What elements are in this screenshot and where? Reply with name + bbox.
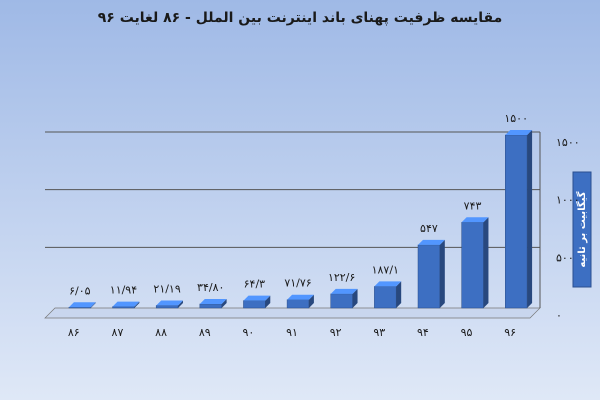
bar bbox=[330, 293, 353, 309]
value-label: ۱۲۲/۶ bbox=[328, 271, 355, 284]
bar-top bbox=[505, 130, 533, 135]
bar bbox=[155, 305, 179, 309]
x-tick-label: ۸۷ bbox=[112, 326, 124, 339]
x-tick-label: ۸۸ bbox=[155, 326, 167, 339]
bar-top bbox=[461, 217, 489, 223]
bar-top bbox=[418, 239, 445, 245]
bar-top bbox=[287, 294, 314, 300]
bar-side bbox=[308, 294, 314, 308]
bar-side bbox=[134, 301, 140, 308]
bar-top bbox=[330, 288, 358, 294]
y-tick-label: ۵۰۰ bbox=[556, 251, 574, 264]
bar-side bbox=[439, 239, 445, 308]
x-tick-label: ۸۶ bbox=[68, 326, 80, 339]
bar bbox=[243, 300, 266, 309]
bar-top bbox=[112, 301, 140, 307]
bar bbox=[374, 286, 397, 309]
bar bbox=[112, 306, 135, 309]
y-tick-label: ۰ bbox=[556, 309, 562, 322]
y-axis-label: گیگابیت بر ثانیه bbox=[575, 191, 588, 267]
bar bbox=[461, 222, 484, 309]
chart-title: مقایسه ظرفیت پهنای باند اینترنت بین المل… bbox=[98, 10, 503, 26]
x-tick-label: ۹۱ bbox=[286, 326, 298, 339]
value-label: ۱۸۷/۱ bbox=[372, 263, 399, 276]
value-label: ۵۴۷ bbox=[420, 222, 438, 235]
bar-top bbox=[68, 302, 96, 308]
bar-side bbox=[178, 300, 183, 308]
floor bbox=[44, 307, 541, 319]
value-label: ۷۴۳ bbox=[464, 199, 482, 212]
value-label: ۲۱/۱۹ bbox=[153, 283, 180, 296]
bar-side bbox=[90, 302, 96, 308]
bar-side bbox=[352, 288, 358, 308]
value-label: ۱۵۰۰ bbox=[504, 112, 528, 125]
bar bbox=[199, 303, 222, 309]
x-tick-label: ۹۴ bbox=[417, 326, 429, 339]
value-label: ۳۴/۸۰ bbox=[197, 281, 224, 294]
bar-side bbox=[396, 281, 402, 308]
bar-top bbox=[156, 300, 183, 306]
bar bbox=[417, 244, 441, 309]
bar bbox=[505, 134, 528, 309]
bar-top bbox=[243, 295, 271, 301]
y-tick-label: ۱۵۰۰ bbox=[556, 136, 580, 149]
value-label: ۶۴/۳ bbox=[244, 278, 266, 291]
y-tick-label: ۱۰۰۰ bbox=[556, 194, 580, 207]
x-tick-label: ۹۳ bbox=[373, 326, 385, 339]
x-tick-label: ۹۰ bbox=[242, 326, 254, 339]
bar-top bbox=[199, 298, 227, 304]
x-tick-label: ۹۲ bbox=[330, 326, 342, 339]
x-tick-label: ۹۶ bbox=[504, 326, 516, 339]
bar-side bbox=[527, 130, 533, 308]
bar bbox=[286, 299, 310, 309]
x-tick-label: ۹۵ bbox=[461, 326, 473, 339]
bar bbox=[68, 307, 91, 309]
value-label: ۷۱/۷۶ bbox=[284, 277, 311, 290]
x-tick-label: ۸۹ bbox=[199, 326, 211, 339]
value-label: ۱۱/۹۴ bbox=[110, 284, 137, 297]
bar-side bbox=[483, 217, 489, 308]
bar-top bbox=[374, 281, 402, 287]
axis-label-box bbox=[572, 171, 592, 288]
bar-side bbox=[221, 298, 227, 308]
bar-side bbox=[265, 295, 271, 308]
value-label: ۶/۰۵ bbox=[69, 284, 91, 297]
